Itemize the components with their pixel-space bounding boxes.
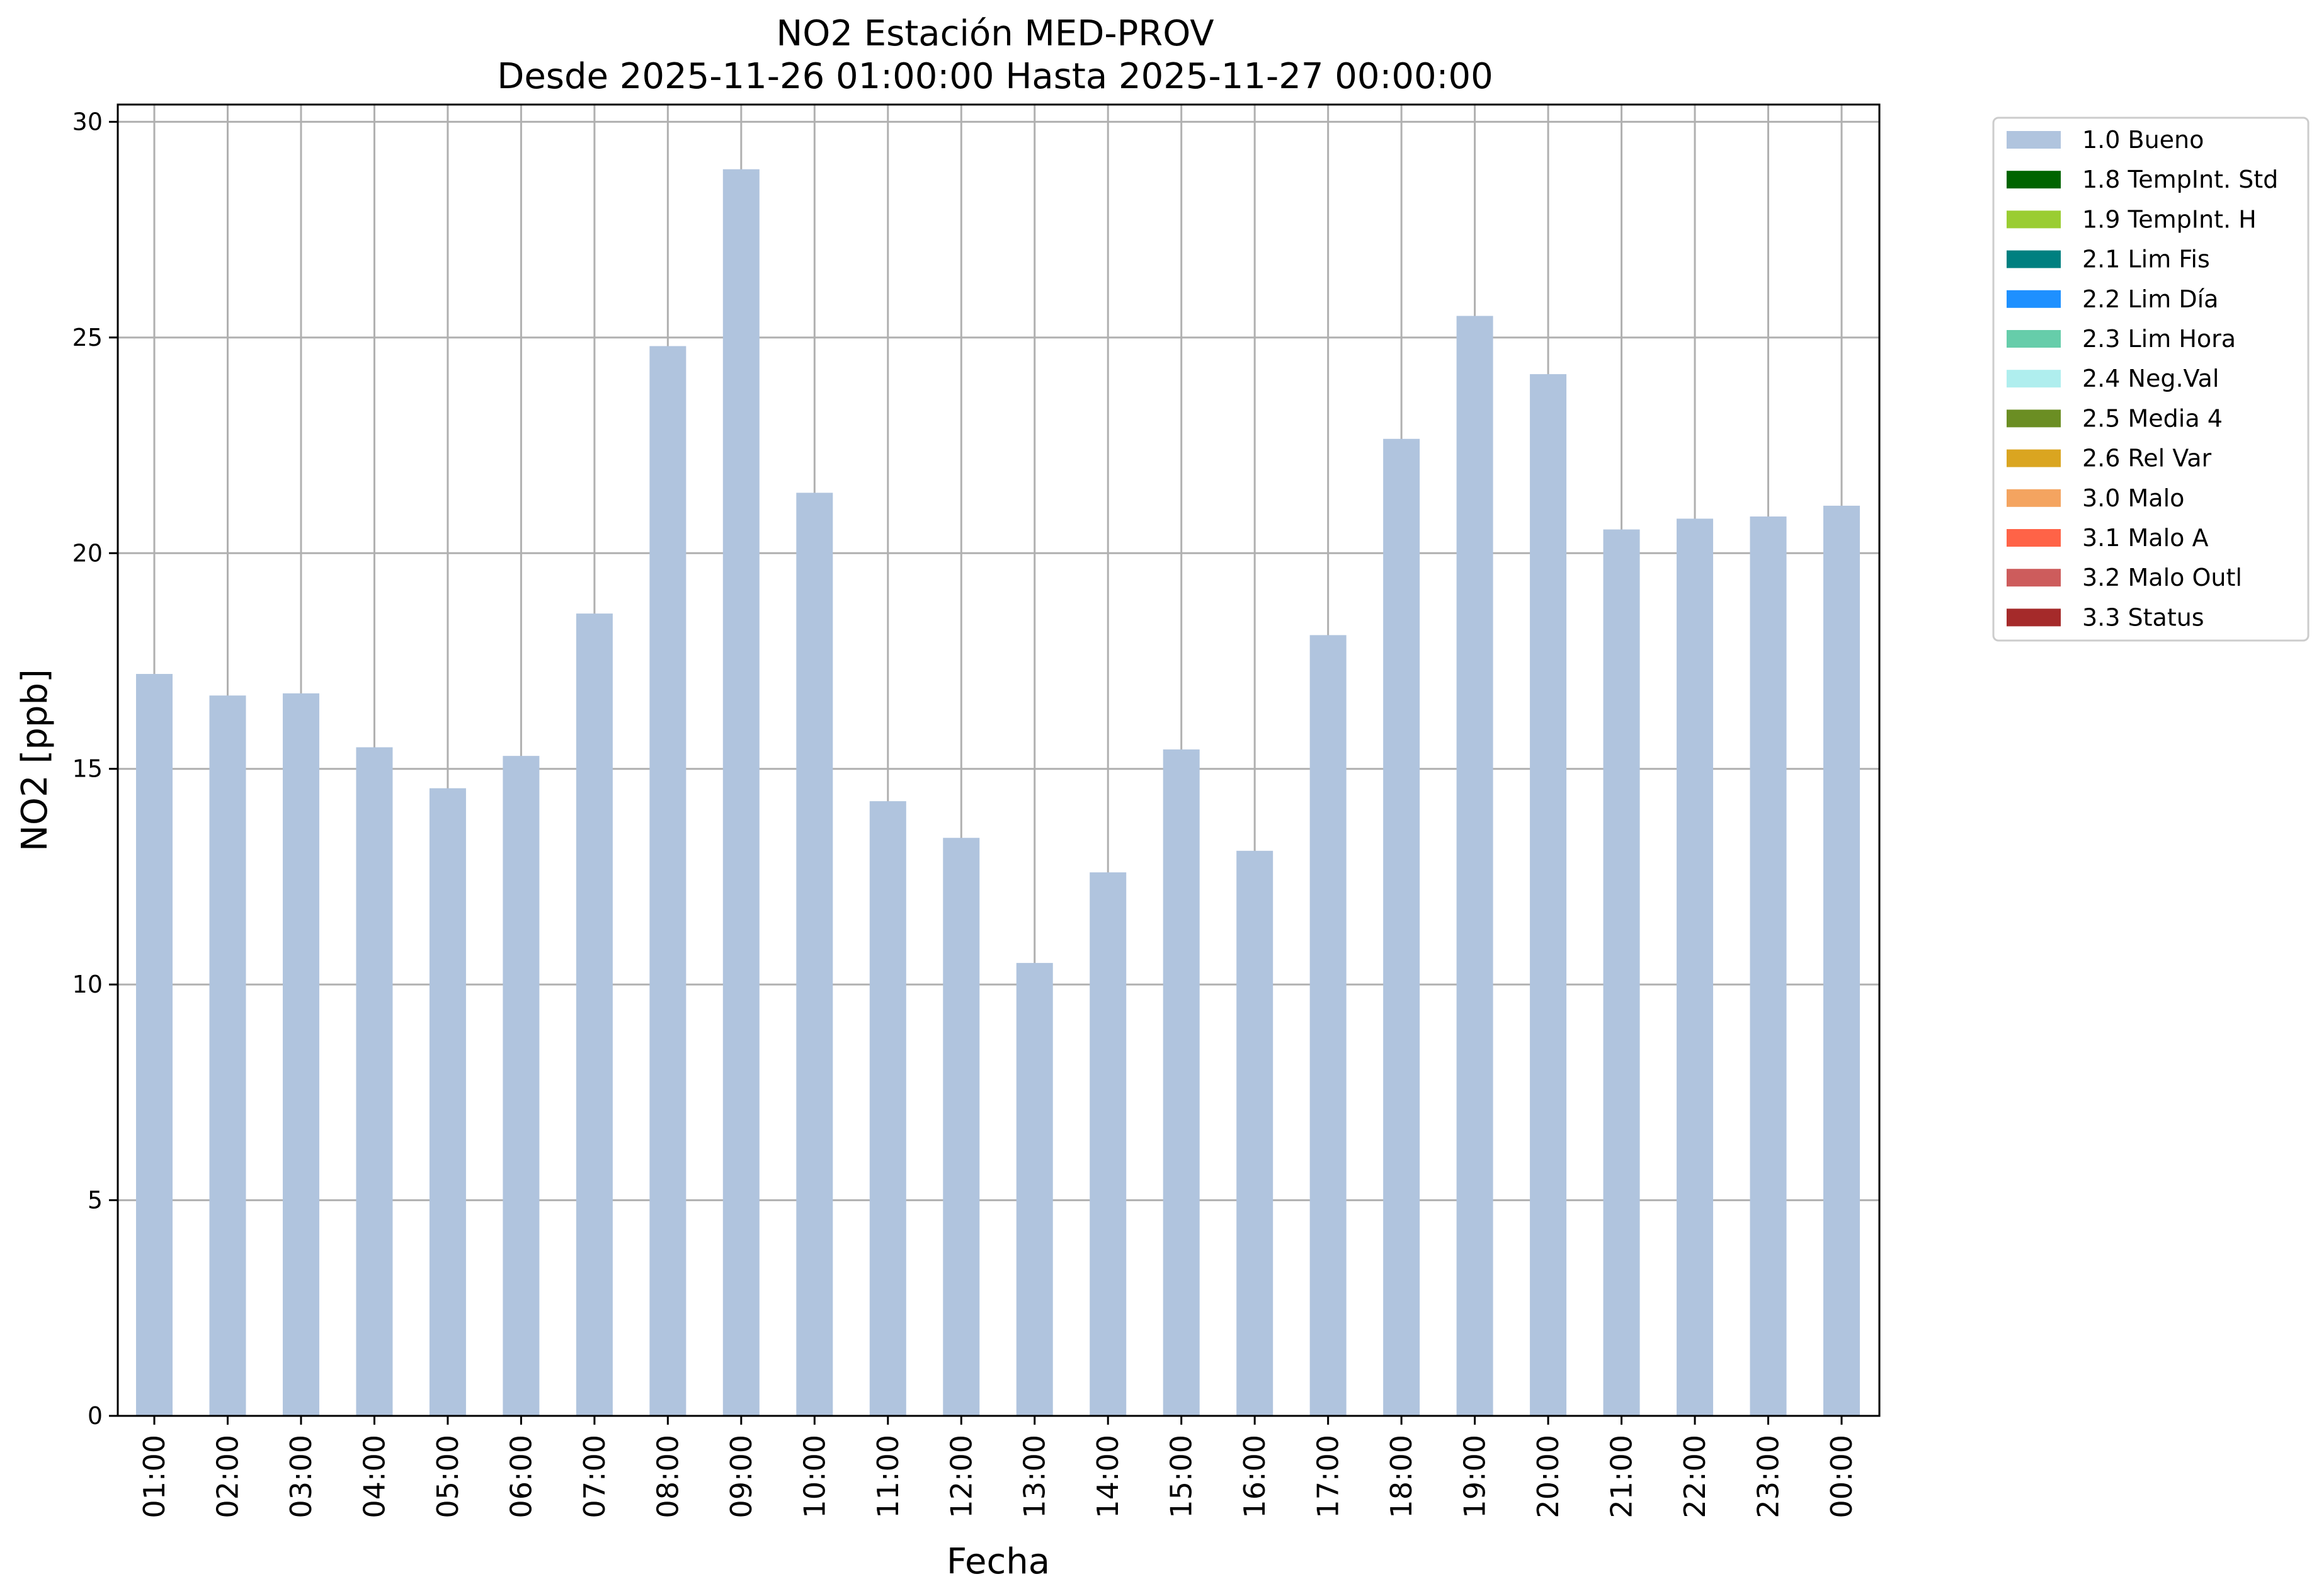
bar bbox=[576, 613, 613, 1416]
y-ticks: 0 5 10 15 20 25 30 bbox=[72, 108, 118, 1430]
bar bbox=[1016, 962, 1053, 1416]
bar bbox=[869, 801, 906, 1416]
legend-swatch bbox=[2007, 250, 2061, 268]
y-tick-label: 5 bbox=[88, 1187, 103, 1214]
legend-label: 3.0 Malo bbox=[2082, 484, 2184, 512]
legend-swatch bbox=[2007, 569, 2061, 587]
x-tick-label: 19:00 bbox=[1458, 1435, 1492, 1519]
legend: 1.0 Bueno 1.8 TempInt. Std 1.9 TempInt. H 2… bbox=[1992, 117, 2310, 642]
x-tick-label: 23:00 bbox=[1752, 1435, 1786, 1519]
x-tick-label: 06:00 bbox=[504, 1435, 538, 1519]
y-tick-label: 10 bbox=[72, 971, 103, 998]
legend-label: 2.3 Lim Hora bbox=[2082, 325, 2236, 353]
x-tick-label: 17:00 bbox=[1311, 1435, 1345, 1519]
bar bbox=[943, 838, 980, 1416]
x-tick-label: 21:00 bbox=[1605, 1435, 1639, 1519]
bar bbox=[1236, 850, 1273, 1416]
bar bbox=[649, 346, 687, 1416]
bar bbox=[1677, 518, 1714, 1416]
x-ticks: 01:00 02:00 03:00 04:00 05:00 06:00 07:00 08:00… bbox=[137, 1416, 1859, 1519]
chart-subtitle: Desde 2025-11-26 01:00:00 Hasta 2025-11-… bbox=[497, 56, 1493, 97]
legend-swatch bbox=[2007, 330, 2061, 348]
bars bbox=[136, 169, 1860, 1416]
legend-swatch bbox=[2007, 290, 2061, 308]
x-tick-label: 09:00 bbox=[724, 1435, 758, 1519]
bar bbox=[356, 747, 393, 1416]
legend-label: 1.0 Bueno bbox=[2082, 126, 2204, 154]
legend-label: 1.9 TempInt. H bbox=[2082, 205, 2257, 233]
x-tick-label: 02:00 bbox=[210, 1435, 244, 1519]
x-tick-label: 03:00 bbox=[284, 1435, 318, 1519]
legend-label: 2.5 Media 4 bbox=[2082, 404, 2223, 432]
plot-frame bbox=[117, 103, 1881, 1417]
x-tick-label: 22:00 bbox=[1678, 1435, 1712, 1519]
legend-swatch bbox=[2007, 489, 2061, 507]
x-tick-label: 12:00 bbox=[944, 1435, 978, 1519]
y-tick-label: 30 bbox=[72, 108, 103, 135]
bar bbox=[429, 788, 466, 1416]
legend-label: 2.1 Lim Fis bbox=[2082, 246, 2210, 273]
y-tick-label: 20 bbox=[72, 539, 103, 567]
legend-swatch bbox=[2007, 210, 2061, 229]
bar bbox=[503, 756, 540, 1416]
x-tick-label: 11:00 bbox=[871, 1435, 905, 1519]
bar bbox=[1530, 374, 1567, 1416]
legend-frame bbox=[1992, 117, 2310, 642]
x-tick-label: 00:00 bbox=[1825, 1435, 1859, 1519]
x-tick-label: 05:00 bbox=[431, 1435, 465, 1519]
legend-label: 3.1 Malo A bbox=[2082, 524, 2208, 552]
bar bbox=[1163, 749, 1200, 1416]
chart-title: NO2 Estación MED-PROV bbox=[776, 13, 1214, 54]
legend-label: 1.8 TempInt. Std bbox=[2082, 166, 2278, 193]
x-tick-label: 01:00 bbox=[137, 1435, 171, 1519]
legend-label: 2.4 Neg.Val bbox=[2082, 365, 2219, 392]
legend-swatch bbox=[2007, 449, 2061, 467]
legend-swatch bbox=[2007, 171, 2061, 189]
legend-swatch bbox=[2007, 131, 2061, 149]
y-tick-label: 15 bbox=[72, 755, 103, 783]
bar bbox=[1603, 529, 1640, 1416]
bar bbox=[796, 493, 833, 1416]
x-tick-label: 08:00 bbox=[651, 1435, 685, 1519]
bar bbox=[1456, 316, 1493, 1416]
legend-label: 2.6 Rel Var bbox=[2082, 445, 2212, 472]
legend-label: 2.2 Lim Día bbox=[2082, 285, 2218, 313]
x-tick-label: 16:00 bbox=[1238, 1435, 1272, 1519]
x-axis-label: Fecha bbox=[947, 1541, 1050, 1582]
bar bbox=[722, 169, 760, 1416]
bar bbox=[282, 693, 319, 1416]
bar bbox=[209, 695, 246, 1416]
y-axis-label: NO2 [ppb] bbox=[14, 669, 55, 852]
y-tick-label: 25 bbox=[72, 324, 103, 351]
bar bbox=[1383, 438, 1420, 1416]
x-tick-label: 18:00 bbox=[1384, 1435, 1418, 1519]
legend-label: 3.3 Status bbox=[2082, 603, 2204, 631]
x-tick-label: 20:00 bbox=[1531, 1435, 1565, 1519]
bar bbox=[1823, 505, 1860, 1416]
x-tick-label: 14:00 bbox=[1091, 1435, 1125, 1519]
x-tick-label: 04:00 bbox=[357, 1435, 391, 1519]
legend-swatch bbox=[2007, 529, 2061, 547]
x-tick-label: 10:00 bbox=[797, 1435, 831, 1519]
bar bbox=[1090, 872, 1127, 1416]
bar bbox=[136, 674, 173, 1416]
x-tick-label: 13:00 bbox=[1018, 1435, 1052, 1519]
y-tick-label: 0 bbox=[88, 1402, 103, 1430]
legend-swatch bbox=[2007, 409, 2061, 428]
bar bbox=[1309, 635, 1347, 1416]
bar bbox=[1750, 516, 1787, 1416]
x-tick-label: 15:00 bbox=[1165, 1435, 1199, 1519]
x-tick-label: 07:00 bbox=[578, 1435, 612, 1519]
legend-swatch bbox=[2007, 370, 2061, 388]
legend-label: 3.2 Malo Outl bbox=[2082, 564, 2242, 591]
legend-swatch bbox=[2007, 608, 2061, 627]
